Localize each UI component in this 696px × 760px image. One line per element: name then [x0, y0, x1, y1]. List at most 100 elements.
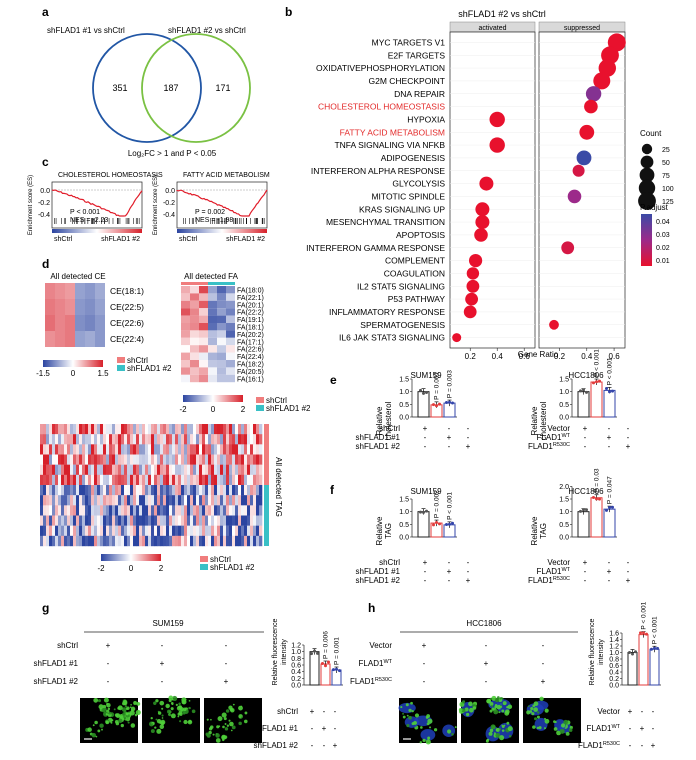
tag-cell [76, 525, 80, 537]
tag-cell [43, 525, 47, 537]
tag-cell [139, 434, 143, 445]
group-sign: - [161, 677, 164, 686]
tag-cell [238, 454, 242, 465]
lipid-droplet [224, 722, 227, 725]
tag-cell [214, 525, 218, 537]
tag-cell [103, 505, 107, 516]
lipid-droplet [221, 712, 227, 718]
lipid-droplet [228, 719, 231, 722]
tag-cell [220, 424, 224, 435]
lipid-droplet [216, 725, 220, 729]
tag-cell [190, 474, 194, 486]
fa-cell [181, 345, 190, 353]
tag-cell [88, 485, 92, 496]
lipid-droplet [489, 728, 494, 733]
fa-cell [208, 367, 217, 375]
tag-cell [172, 474, 176, 486]
tag-cell [52, 434, 56, 445]
tag-cell [163, 464, 167, 476]
tag-cell [121, 464, 125, 476]
tag-cell [196, 485, 200, 496]
fa-cell [199, 293, 208, 301]
tag-cell [151, 485, 155, 496]
tag-cell [247, 495, 251, 506]
tag-cell [154, 495, 158, 506]
lipid-droplet [188, 699, 191, 702]
fa-row-label: FA(22:1) [237, 295, 264, 302]
replicate-dot [598, 497, 601, 501]
tag-cell [46, 454, 50, 465]
tag-cell [223, 485, 227, 496]
tag-cell [238, 515, 242, 526]
e-left-ylabel: Relativecholesterol [375, 401, 393, 440]
tag-cell [115, 454, 119, 465]
tag-cell [196, 444, 200, 455]
fa-cell [181, 360, 190, 368]
lipid-droplet [464, 707, 469, 712]
tag-cell [67, 444, 71, 455]
tag-heatmap-title: All detected TAG [274, 457, 283, 517]
group-label: Vector [547, 558, 570, 567]
tag-cell [49, 485, 53, 496]
tag-cell [232, 495, 236, 506]
e-right-title: HCC1806 [568, 371, 604, 380]
tag-cell [151, 474, 155, 486]
tag-cell [205, 505, 209, 516]
group-label: FLAD1WT [537, 433, 571, 442]
tag-cell [124, 454, 128, 465]
tag-cell [208, 464, 212, 476]
y-tick-label: 1.5 [399, 497, 409, 504]
ce-cell [65, 315, 75, 331]
tag-cell [160, 495, 164, 506]
lipid-droplet [419, 741, 423, 744]
fa-heatmap [181, 282, 235, 383]
tag-cell [235, 525, 239, 537]
tag-cell [157, 535, 161, 547]
fa-cell [217, 293, 226, 301]
tag-cell [235, 485, 239, 496]
tag-cell [127, 434, 131, 445]
lipid-droplet [534, 717, 537, 721]
tag-cell [130, 444, 134, 455]
gsea-y-tick: -0.4 [38, 212, 50, 219]
tag-cell [166, 525, 170, 537]
tag-cell [91, 485, 95, 496]
tag-cell [67, 464, 71, 476]
tag-cell [130, 535, 134, 547]
tag-cell [115, 495, 119, 506]
tag-cell [109, 474, 113, 486]
tag-cell [94, 444, 98, 455]
lipid-droplet [222, 725, 225, 729]
fa-cell [208, 352, 217, 360]
tag-cell [85, 525, 89, 537]
tag-cell [85, 495, 89, 506]
replicate-dot [605, 508, 608, 512]
tag-cell [244, 424, 248, 435]
tag-cell [211, 454, 215, 465]
tag-cell [235, 454, 239, 465]
tag-cell [202, 444, 206, 455]
tag-cell [118, 454, 122, 465]
lipid-droplet [490, 704, 493, 707]
tag-cell [61, 535, 65, 547]
tag-cell [205, 535, 209, 547]
dot-p53-pathway [465, 292, 478, 306]
lipid-droplet [183, 719, 188, 725]
tag-cell [70, 434, 74, 445]
tag-cell [190, 464, 194, 476]
tag-cell [244, 464, 248, 476]
lipid-droplet [425, 716, 429, 719]
tag-cell [178, 464, 182, 476]
fa-cell [181, 367, 190, 375]
lipid-droplet [501, 725, 505, 728]
gsea-frame [176, 181, 268, 229]
lipid-droplet [488, 731, 493, 736]
fa-row-label: FA(18:1) [237, 325, 264, 332]
lipid-droplet [218, 725, 221, 728]
tag-cell [76, 505, 80, 516]
replicate-dot [611, 505, 614, 509]
lipid-droplet [533, 707, 538, 712]
tag-cell [190, 495, 194, 506]
tag-cell [244, 495, 248, 506]
tag-cell [217, 495, 221, 506]
